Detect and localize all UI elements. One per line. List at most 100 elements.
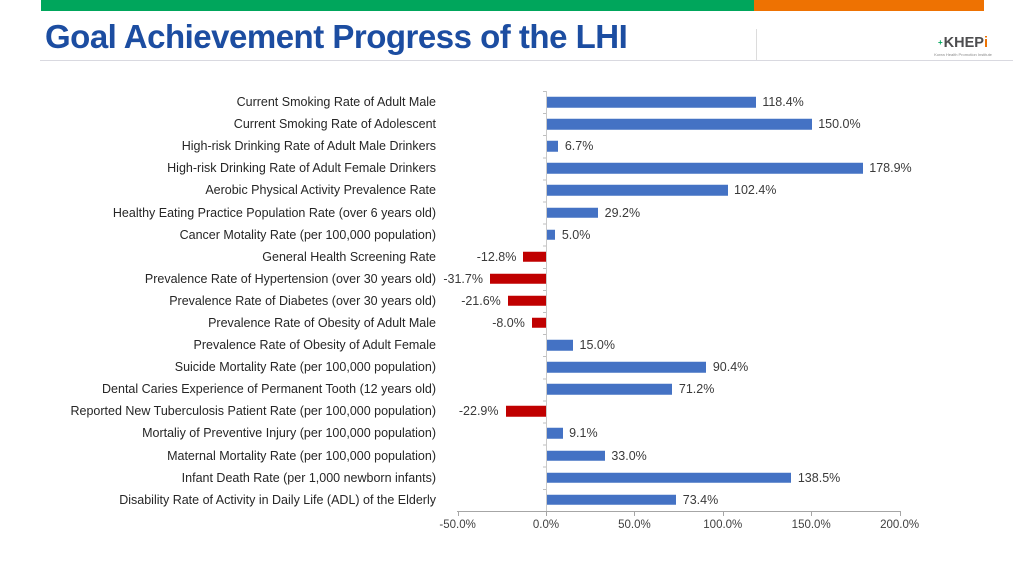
bar-row: Disability Rate of Activity in Daily Lif… [0, 489, 1024, 511]
bar-rows: Current Smoking Rate of Adult Male 118.4%… [0, 91, 1024, 511]
bar-row: Infant Death Rate (per 1,000 newborn inf… [0, 467, 1024, 489]
bar-area: 15.0% [446, 334, 1024, 356]
value-label: 90.4% [712, 360, 749, 375]
accent-bar-green [41, 0, 754, 11]
bar [546, 384, 673, 395]
bar-row: Current Smoking Rate of Adolescent 150.0% [0, 113, 1024, 135]
logo-letters: KHEP [943, 35, 984, 51]
x-axis-tick-label: 100.0% [703, 519, 743, 531]
x-axis-tick-label: 0.0% [532, 519, 560, 531]
bar-row: Cancer Motality Rate (per 100,000 popula… [0, 224, 1024, 246]
bar [546, 96, 756, 108]
x-axis-tick-label: -50.0% [439, 519, 476, 531]
bar-area: 29.2% [446, 201, 1024, 223]
x-axis-tick [634, 511, 636, 516]
bar-row: Prevalence Rate of Diabetes (over 30 yea… [0, 290, 1024, 312]
bar-area: 102.4% [446, 179, 1024, 201]
bar-area: -12.8% [446, 246, 1024, 268]
bar-row: Aerobic Physical Activity Prevalence Rat… [0, 179, 1024, 201]
bar-area: -8.0% [446, 312, 1024, 334]
value-label: 15.0% [579, 338, 615, 353]
value-label: 138.5% [797, 470, 841, 485]
bar [546, 450, 605, 461]
bar-row: High-risk Drinking Rate of Adult Male Dr… [0, 135, 1024, 157]
value-label: 102.4% [734, 183, 777, 198]
value-label: 118.4% [762, 95, 804, 110]
category-label: Prevalence Rate of Obesity of Adult Fema… [193, 338, 437, 353]
bar [546, 163, 863, 174]
value-label: 73.4% [682, 492, 719, 507]
value-label: 71.2% [678, 382, 715, 397]
header-vertical-divider [756, 29, 757, 60]
khepi-logo-text: +KHEPi [930, 36, 996, 51]
category-label: Dental Caries Experience of Permanent To… [102, 382, 436, 397]
category-label: Aerobic Physical Activity Prevalence Rat… [205, 183, 436, 198]
bar-area: 73.4% [446, 489, 1024, 511]
value-label: 178.9% [869, 161, 912, 176]
category-label: General Health Screening Rate [262, 249, 436, 264]
bar [546, 207, 599, 218]
bar-row: Healthy Eating Practice Population Rate … [0, 201, 1024, 223]
bar-area: 90.4% [446, 356, 1024, 378]
bar-row: Prevalence Rate of Hypertension (over 30… [0, 268, 1024, 290]
x-axis-tick-label: 50.0% [618, 519, 651, 531]
bar [546, 361, 707, 373]
khepi-logo: +KHEPi Korea Health Promotion Institute [930, 36, 996, 57]
category-label: Healthy Eating Practice Population Rate … [112, 205, 436, 220]
bar [523, 251, 546, 262]
category-axis-ticks [543, 91, 546, 512]
bar-row: Mortaliy of Preventive Injury (per 100,0… [0, 422, 1024, 444]
bar-row: Dental Caries Experience of Permanent To… [0, 378, 1024, 400]
value-label: -12.8% [476, 249, 517, 264]
bar-row: High-risk Drinking Rate of Adult Female … [0, 157, 1024, 179]
category-label: Infant Death Rate (per 1,000 newborn inf… [181, 470, 436, 485]
header-divider [40, 60, 1013, 61]
page-title: Goal Achievement Progress of the LHI [45, 18, 628, 55]
x-axis-tick [811, 511, 813, 516]
bar [546, 118, 812, 130]
bar-area: 178.9% [446, 157, 1024, 179]
x-axis-tick [722, 511, 724, 516]
x-axis-tick [899, 511, 901, 516]
bar-row: Current Smoking Rate of Adult Male 118.4% [0, 91, 1024, 113]
x-axis-tick-label: 150.0% [791, 519, 831, 531]
category-label: High-risk Drinking Rate of Adult Female … [167, 161, 436, 176]
category-label: Reported New Tuberculosis Patient Rate (… [70, 404, 437, 419]
value-label: 9.1% [569, 426, 598, 441]
bar [546, 185, 728, 196]
bar-area: 9.1% [446, 422, 1024, 444]
bar [546, 140, 559, 152]
top-accent-bar [41, 0, 984, 11]
bar [546, 428, 563, 439]
category-label: Maternal Mortality Rate (per 100,000 pop… [167, 448, 436, 463]
bar-row: General Health Screening Rate -12.8% [0, 246, 1024, 268]
accent-bar-orange [754, 0, 984, 11]
logo-subtext: Korea Health Promotion Institute [934, 51, 992, 57]
category-label: Cancer Motality Rate (per 100,000 popula… [179, 227, 436, 242]
bar [505, 406, 546, 417]
category-label: Suicide Mortality Rate (per 100,000 popu… [174, 360, 436, 375]
bar-area: 138.5% [446, 467, 1024, 489]
category-label: Mortaliy of Preventive Injury (per 100,0… [142, 426, 436, 441]
category-label: Prevalence Rate of Obesity of Adult Male [208, 315, 436, 330]
bar-chart: Current Smoking Rate of Adult Male 118.4%… [0, 91, 1024, 561]
bar-area: 5.0% [446, 224, 1024, 246]
bar-row: Maternal Mortality Rate (per 100,000 pop… [0, 445, 1024, 467]
bar-area: 118.4% [446, 91, 1024, 113]
value-label: 5.0% [561, 227, 591, 242]
bar-row: Prevalence Rate of Obesity of Adult Fema… [0, 334, 1024, 356]
x-axis-tick-label: 200.0% [880, 519, 920, 531]
value-label: -31.7% [443, 271, 483, 286]
bar [531, 317, 546, 329]
bar-area: 150.0% [446, 113, 1024, 135]
value-label: 33.0% [611, 448, 647, 463]
category-label: High-risk Drinking Rate of Adult Male Dr… [181, 139, 436, 154]
bar [489, 273, 546, 285]
x-axis-tick [457, 511, 459, 516]
bar-area: -21.6% [446, 290, 1024, 312]
bar-row: Reported New Tuberculosis Patient Rate (… [0, 400, 1024, 422]
bar [546, 494, 677, 505]
category-label: Current Smoking Rate of Adolescent [233, 117, 436, 132]
logo-letter-i: i [983, 35, 988, 51]
